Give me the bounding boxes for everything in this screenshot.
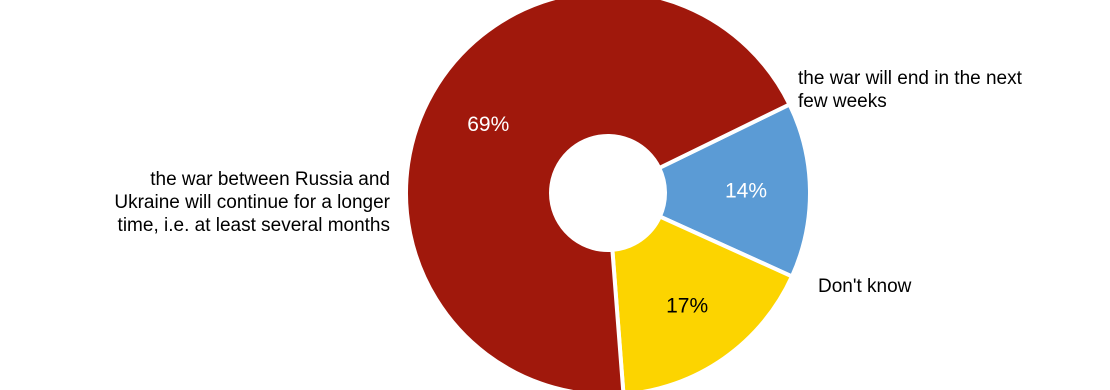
category-label-line: the war between Russia and	[150, 169, 390, 190]
category-label-line: Don't know	[818, 276, 912, 297]
category-label-dont-know: Don't know	[818, 275, 911, 298]
pie-slice	[610, 213, 795, 390]
category-label-line: the war will end in the next	[798, 68, 1022, 89]
category-label-war-ends-soon: the war will end in the next few weeks	[798, 67, 1022, 113]
category-label-war-continues: the war between Russia and Ukraine will …	[114, 168, 390, 237]
pie-slices	[404, 0, 812, 390]
pie-value-label: 14%	[725, 180, 767, 203]
category-label-line: time, i.e. at least several months	[117, 215, 390, 236]
category-label-line: Ukraine will continue for a longer	[114, 192, 390, 213]
pie-slice	[404, 0, 793, 390]
pie-value-label: 17%	[666, 295, 708, 318]
pie-value-label: 69%	[467, 113, 509, 136]
category-label-line: few weeks	[798, 91, 887, 112]
pie-value-labels: 14% 17% 69%	[467, 113, 767, 318]
pie-slice	[656, 101, 812, 280]
